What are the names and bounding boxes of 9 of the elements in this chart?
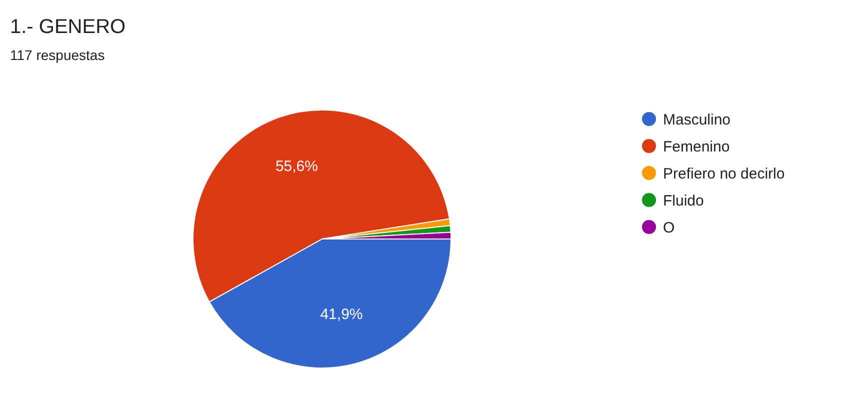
legend-label: Masculino bbox=[663, 111, 731, 128]
legend-label: Prefiero no decirlo bbox=[663, 165, 785, 182]
legend-label: O bbox=[663, 219, 675, 236]
data-label: 41,9% bbox=[320, 306, 363, 324]
chart-title: 1.- GENERO bbox=[10, 16, 126, 38]
text: 117 respuestas bbox=[10, 47, 105, 63]
data-label: 55,6% bbox=[275, 158, 318, 176]
legend-label: Fluido bbox=[663, 192, 704, 210]
legend-label: Femenino bbox=[663, 138, 730, 156]
